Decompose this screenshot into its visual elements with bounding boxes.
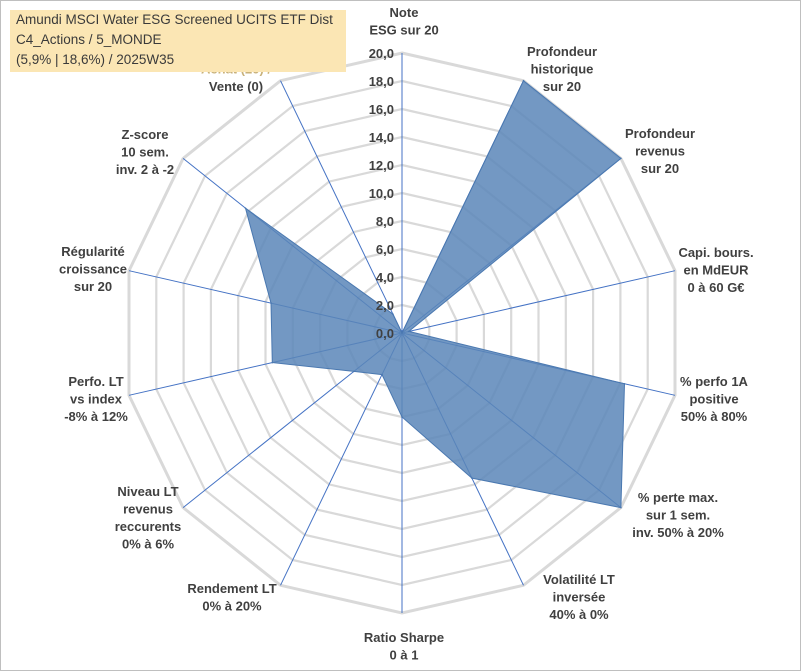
tick-label-6: 12,0 bbox=[369, 158, 394, 173]
axis-label-1-line-2: sur 20 bbox=[543, 79, 581, 94]
axis-label-3-line-0: Capi. bours. bbox=[678, 245, 753, 260]
chart-title-line-1: Amundi MSCI Water ESG Screened UCITS ETF… bbox=[16, 12, 333, 27]
axis-label-11-line-0: Régularité bbox=[61, 244, 125, 259]
axis-label-9-line-0: Niveau LT bbox=[117, 484, 178, 499]
tick-label-1: 2,0 bbox=[376, 298, 394, 313]
tick-label-10: 20,0 bbox=[369, 46, 394, 61]
axis-label-3: Capi. bours. en MdEUR 0 à 60 G€ bbox=[678, 245, 753, 295]
axis-label-11-line-1: croissance bbox=[59, 262, 127, 277]
axis-spoke-13 bbox=[280, 80, 403, 334]
data-point-0 bbox=[401, 332, 403, 334]
axis-label-10-line-0: Perfo. LT bbox=[68, 374, 123, 389]
axis-label-9: Niveau LT revenus reccurents 0% à 6% bbox=[115, 484, 181, 552]
tick-label-3: 6,0 bbox=[376, 242, 394, 257]
axis-label-6-line-2: 40% à 0% bbox=[549, 607, 609, 622]
axis-label-1: Profondeur historique sur 20 bbox=[527, 44, 597, 94]
axis-label-3-line-2: 0 à 60 G€ bbox=[687, 280, 744, 295]
data-point-6 bbox=[471, 477, 473, 479]
axis-label-0-line-0: Note bbox=[390, 5, 419, 20]
tick-label-9: 18,0 bbox=[369, 74, 394, 89]
axis-label-12-line-1: 10 sem. bbox=[121, 145, 169, 160]
axis-label-5-line-0: % perte max. bbox=[638, 490, 718, 505]
data-point-13 bbox=[392, 313, 394, 315]
data-point-5 bbox=[620, 506, 622, 509]
axis-label-2-line-2: sur 20 bbox=[641, 161, 679, 176]
data-point-8 bbox=[381, 373, 383, 376]
axis-label-2: Profondeur revenus sur 20 bbox=[625, 126, 695, 176]
axis-label-6-line-1: inversée bbox=[553, 590, 606, 605]
tick-label-4: 8,0 bbox=[376, 214, 394, 229]
axis-label-4: % perfo 1A positive 50% à 80% bbox=[680, 374, 749, 424]
axis-label-0-line-1: ESG sur 20 bbox=[369, 23, 438, 38]
axis-label-10: Perfo. LT vs index -8% à 12% bbox=[64, 374, 128, 424]
axis-label-1-line-0: Profondeur bbox=[527, 44, 597, 59]
data-point-12 bbox=[244, 207, 247, 209]
data-point-11 bbox=[270, 302, 272, 304]
chart-title-box: Amundi MSCI Water ESG Screened UCITS ETF… bbox=[10, 10, 346, 72]
axis-label-12-line-0: Z-score bbox=[122, 127, 169, 142]
axis-label-7-line-1: 0 à 1 bbox=[390, 648, 419, 663]
axis-label-4-line-2: 50% à 80% bbox=[681, 409, 748, 424]
axis-label-7-line-0: Ratio Sharpe bbox=[364, 630, 444, 645]
tick-label-8: 16,0 bbox=[369, 102, 394, 117]
axis-label-12-line-2: inv. 2 à -2 bbox=[116, 162, 174, 177]
axis-label-10-line-1: vs index bbox=[70, 392, 123, 407]
data-point-7 bbox=[401, 416, 403, 418]
axis-label-8-line-0: Rendement LT bbox=[187, 581, 276, 596]
axis-label-2-line-1: revenus bbox=[635, 144, 685, 159]
axis-label-0: Note ESG sur 20 bbox=[369, 5, 438, 38]
data-point-3 bbox=[408, 330, 410, 333]
tick-label-2: 4,0 bbox=[376, 270, 394, 285]
axis-label-13-line-2: Vente (0) bbox=[209, 79, 263, 94]
axis-label-11: Régularité croissance sur 20 bbox=[59, 244, 127, 294]
data-point-10 bbox=[271, 361, 274, 364]
axis-label-1-line-1: historique bbox=[531, 62, 594, 77]
axis-label-5-line-1: sur 1 sem. bbox=[646, 508, 710, 523]
axis-label-9-line-3: 0% à 6% bbox=[122, 537, 174, 552]
axis-labels: Note ESG sur 20 Profondeur historique sur 20… bbox=[59, 5, 754, 663]
axis-label-3-line-1: en MdEUR bbox=[684, 263, 750, 278]
data-point-9 bbox=[353, 370, 355, 373]
axis-label-10-line-2: -8% à 12% bbox=[64, 409, 128, 424]
axis-label-9-line-2: reccurents bbox=[115, 519, 181, 534]
axis-label-6: Volatilité LT inversée 40% à 0% bbox=[543, 572, 615, 622]
tick-label-7: 14,0 bbox=[369, 130, 394, 145]
axis-label-8-line-1: 0% à 20% bbox=[202, 599, 262, 614]
axis-label-4-line-1: positive bbox=[689, 392, 738, 407]
axis-label-2-line-0: Profondeur bbox=[625, 126, 695, 141]
chart-title-line-3: (5,9% | 18,6%) / 2025W35 bbox=[16, 52, 175, 67]
axis-label-5: % perte max. sur 1 sem. inv. 50% à 20% bbox=[632, 490, 724, 540]
tick-labels: 0,0 2,0 4,0 6,0 8,0 10,0 12,0 14,0 16,0 18,0 20,0 bbox=[369, 46, 394, 341]
axis-label-4-line-0: % perfo 1A bbox=[680, 374, 749, 389]
axis-label-11-line-2: sur 20 bbox=[74, 279, 112, 294]
axis-label-6-line-0: Volatilité LT bbox=[543, 572, 615, 587]
tick-label-0: 0,0 bbox=[376, 326, 394, 341]
data-point-2 bbox=[620, 157, 622, 160]
tick-label-5: 10,0 bbox=[369, 186, 394, 201]
axis-spoke-3 bbox=[401, 270, 676, 334]
axis-label-5-line-2: inv. 50% à 20% bbox=[632, 525, 724, 540]
axis-label-8: Rendement LT 0% à 20% bbox=[187, 581, 276, 614]
chart-title-line-2: C4_Actions / 5_MONDE bbox=[16, 32, 162, 47]
series-layer bbox=[244, 79, 626, 509]
axis-label-7: Ratio Sharpe 0 à 1 bbox=[364, 630, 444, 663]
data-point-1 bbox=[522, 79, 525, 82]
axis-label-12: Z-score 10 sem. inv. 2 à -2 bbox=[116, 127, 174, 177]
axis-label-9-line-1: revenus bbox=[123, 502, 173, 517]
data-point-4 bbox=[623, 383, 626, 385]
